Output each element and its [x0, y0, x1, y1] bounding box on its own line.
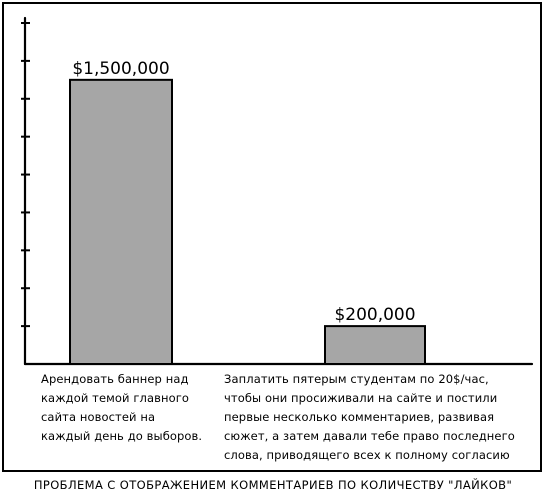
- comic-caption: ПРОБЛЕМА С ОТОБРАЖЕНИЕМ КОММЕНТАРИЕВ ПО …: [33, 478, 513, 492]
- category-label-students: Заплатить пятерым студентам по 20$/час, …: [224, 372, 515, 462]
- value-label-1: $200,000: [334, 305, 415, 325]
- value-label-0: $1,500,000: [72, 59, 169, 79]
- value-labels: $1,500,000 $200,000: [72, 59, 415, 325]
- category-label-banner: Арендовать баннер над каждой темой главн…: [41, 372, 203, 443]
- y-axis-ticks: [21, 22, 30, 328]
- bar-0: [69, 78, 173, 365]
- bars: [69, 78, 426, 366]
- bar-1: [324, 325, 426, 366]
